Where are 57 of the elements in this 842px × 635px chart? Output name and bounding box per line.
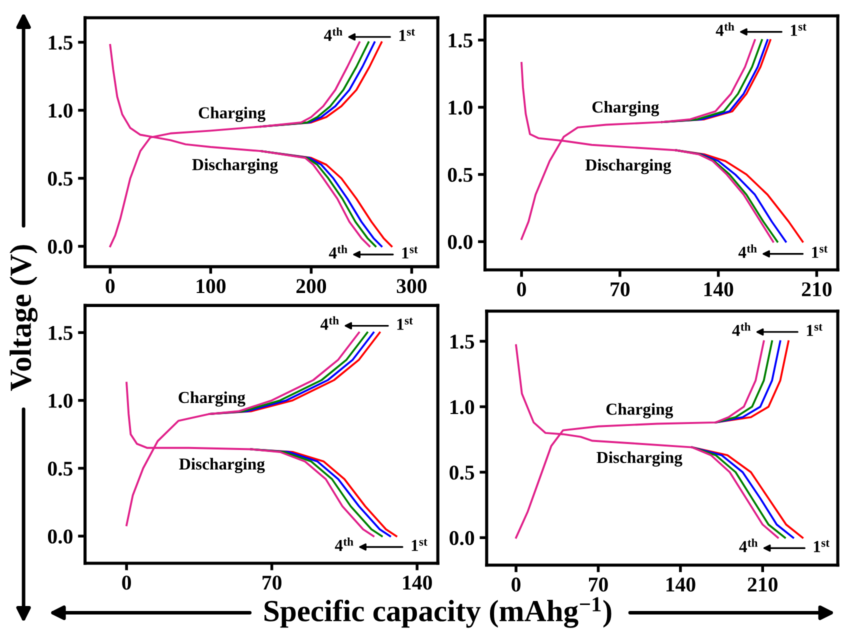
x-axis-title: Specific capacity (mAhg$^{−1}$) [264,597,612,628]
x-tick-label: 0 [122,576,131,590]
x-tick-label: 100 [196,279,226,294]
annotation: 4$^{th}$ [738,244,757,258]
y-tick-label: 1.5 [48,326,72,340]
annotation: Charging [178,391,246,407]
annotation: 1$^{st}$ [402,246,418,258]
y-tick-label: 0.5 [48,462,72,476]
x-tick-label: 0 [106,279,115,294]
annotation: 4$^{th}$ [320,316,339,330]
x-tick-label: 70 [610,282,630,296]
x-tick-label: 300 [396,279,427,294]
annotation: 1$^{st}$ [812,246,828,258]
x-tick-label: 140 [666,578,696,592]
annotation: Charging [198,106,266,122]
annotation: 4$^{th}$ [739,538,758,552]
annotation: 4$^{th}$ [716,22,734,36]
x-tick-label: 210 [748,578,778,592]
annotation: 1$^{st}$ [790,24,806,36]
annotation: 4$^{th}$ [732,322,751,336]
y-tick-label: 0.5 [48,172,72,186]
x-tick-label: 70 [589,578,608,592]
x-tick-label: 140 [403,576,432,590]
y-tick-label: 1.0 [48,394,72,408]
annotation: Discharging [179,458,265,474]
x-tick-label: 70 [262,576,282,590]
x-tick-label: 200 [296,279,326,294]
x-tick-label: 210 [802,282,832,296]
annotation: 1$^{st}$ [397,318,413,330]
annotation: Discharging [192,158,278,174]
y-tick-label: 0.5 [450,466,474,480]
annotation: 1$^{st}$ [412,539,428,551]
y-tick-label: 0.0 [48,529,72,544]
y-tick-label: 1.0 [48,104,72,118]
y-tick-label: 1.5 [448,34,472,48]
annotation: 4$^{th}$ [328,245,348,258]
x-tick-label: 0 [517,282,526,296]
annotation: 1$^{st}$ [814,540,830,552]
y-tick-label: 1.0 [450,400,474,414]
annotation: 1$^{st}$ [399,28,415,41]
annotation: 4$^{th}$ [334,538,354,551]
y-tick-label: 1.5 [450,334,474,349]
annotation: Discharging [585,158,672,174]
y-tick-label: 0.0 [48,240,72,254]
y-tick-label: 1.0 [448,100,472,115]
y-tick-label: 0.0 [450,531,474,546]
y-tick-label: 0.5 [448,168,472,182]
x-tick-label: 0 [512,578,520,592]
y-tick-label: 0.0 [448,235,472,250]
y-tick-label: 1.5 [48,36,72,50]
annotation: Charging [606,403,674,418]
annotation: Discharging [596,451,682,467]
annotation: 4$^{th}$ [324,27,342,41]
annotation: Charging [592,100,660,116]
annotation: 1$^{st}$ [806,324,822,336]
x-tick-label: 140 [704,282,734,296]
y-axis-title: Voltage (V) [10,245,38,391]
